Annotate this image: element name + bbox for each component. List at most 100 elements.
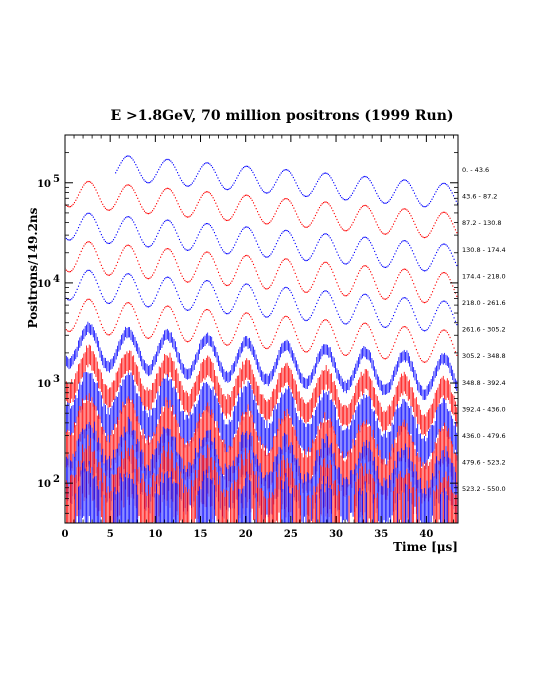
data-point [285, 229, 287, 231]
data-point [122, 278, 124, 280]
data-point [251, 199, 253, 201]
data-point [215, 234, 217, 237]
data-point [436, 281, 438, 283]
data-point [83, 216, 85, 218]
data-point [265, 288, 267, 290]
data-point [108, 274, 111, 276]
data-point [280, 172, 282, 174]
data-point [68, 206, 70, 208]
data-point [307, 195, 309, 197]
data-point [252, 234, 255, 236]
data-point [440, 183, 442, 185]
data-point [301, 316, 303, 318]
data-point [452, 223, 454, 225]
data-point [332, 210, 334, 212]
data-point [254, 325, 256, 327]
data-point [181, 334, 183, 337]
data-point [247, 195, 249, 197]
data-point [452, 255, 454, 257]
data-point [368, 239, 370, 242]
data-point [318, 296, 321, 299]
data-point [426, 360, 428, 362]
data-point [435, 191, 437, 193]
data-point [448, 334, 450, 336]
data-point [241, 168, 243, 170]
data-point [426, 269, 428, 271]
data-point [361, 294, 364, 296]
data-point [278, 237, 280, 239]
data-point [67, 270, 69, 272]
data-point [127, 216, 129, 218]
data-point [211, 284, 213, 286]
data-point [221, 308, 224, 311]
data-point [384, 326, 386, 328]
data-point [69, 330, 71, 332]
data-point [193, 242, 195, 245]
data-point [438, 333, 440, 336]
data-point [306, 195, 308, 198]
data-point [213, 319, 216, 321]
data-point [252, 202, 255, 204]
data-point [201, 166, 203, 168]
data-point [256, 332, 259, 334]
data-point [310, 314, 312, 317]
data-point [363, 293, 365, 296]
data-point [239, 233, 241, 235]
chart-title: E >1.8GeV, 70 million positrons (1999 Ru… [110, 108, 453, 124]
data-point [343, 199, 346, 201]
data-point [345, 199, 347, 201]
data-point [192, 245, 194, 247]
data-point [339, 288, 341, 290]
data-point [159, 166, 161, 168]
data-point [433, 225, 435, 227]
data-point [388, 295, 391, 297]
data-point [261, 252, 263, 254]
data-point [353, 219, 356, 221]
data-point [129, 302, 131, 304]
y-tick-exponent: 2 [53, 474, 60, 485]
data-point [341, 196, 343, 199]
data-point [382, 357, 384, 359]
data-point [320, 265, 322, 268]
data-point [314, 185, 316, 188]
data-point [267, 287, 269, 290]
data-point [72, 236, 74, 239]
data-point [256, 243, 259, 245]
data-point [224, 252, 226, 254]
data-point [344, 263, 346, 265]
data-point [277, 298, 279, 300]
data-point [232, 214, 234, 216]
data-point [207, 251, 209, 253]
data-point [119, 283, 121, 285]
data-point [326, 291, 329, 293]
data-point [149, 277, 151, 279]
data-point [201, 194, 203, 196]
data-point [352, 221, 354, 224]
data-point [191, 278, 193, 280]
data-point [145, 245, 147, 247]
data-point [232, 278, 234, 280]
series-label: 261.6 - 305.2 [462, 326, 506, 334]
data-point [285, 258, 287, 260]
data-point [456, 264, 458, 267]
data-point [68, 271, 70, 273]
data-point [106, 333, 108, 335]
data-point [342, 198, 344, 200]
data-point [224, 312, 226, 314]
data-point [394, 253, 396, 255]
data-point [196, 326, 198, 328]
data-point [419, 202, 421, 204]
data-point [115, 293, 117, 295]
data-point [141, 329, 143, 331]
data-point [76, 197, 78, 199]
data-point [333, 182, 335, 184]
data-point [201, 226, 203, 228]
data-point [118, 228, 120, 230]
data-point [223, 218, 225, 220]
data-point [121, 252, 123, 254]
data-point [372, 247, 374, 249]
data-point [173, 313, 175, 316]
data-point [261, 283, 263, 285]
data-point [118, 195, 120, 198]
data-point [386, 233, 388, 235]
